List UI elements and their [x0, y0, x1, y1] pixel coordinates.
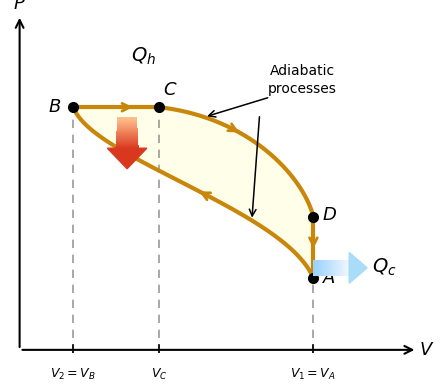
Polygon shape: [117, 126, 137, 127]
Polygon shape: [116, 145, 139, 146]
Text: $B$: $B$: [47, 98, 61, 116]
Polygon shape: [116, 146, 139, 147]
Polygon shape: [321, 260, 322, 276]
Polygon shape: [319, 260, 321, 276]
Polygon shape: [325, 260, 326, 276]
Polygon shape: [117, 121, 137, 122]
Polygon shape: [336, 260, 338, 276]
Polygon shape: [116, 143, 138, 144]
Polygon shape: [116, 140, 138, 141]
Polygon shape: [116, 142, 138, 143]
Polygon shape: [116, 141, 138, 142]
Text: Adiabatic
processes: Adiabatic processes: [268, 64, 337, 96]
Polygon shape: [334, 260, 335, 276]
Polygon shape: [343, 260, 345, 276]
Polygon shape: [338, 260, 339, 276]
Polygon shape: [326, 260, 328, 276]
Polygon shape: [117, 122, 137, 124]
Polygon shape: [117, 133, 138, 134]
Polygon shape: [315, 260, 316, 276]
Polygon shape: [116, 135, 138, 136]
Text: $A$: $A$: [323, 269, 336, 287]
Polygon shape: [107, 148, 147, 169]
Polygon shape: [117, 119, 137, 121]
Polygon shape: [117, 125, 137, 126]
Text: $Q_c$: $Q_c$: [373, 257, 397, 278]
Polygon shape: [116, 144, 139, 145]
Text: $V_C$: $V_C$: [151, 367, 167, 382]
Polygon shape: [341, 260, 342, 276]
Polygon shape: [117, 129, 138, 130]
Polygon shape: [316, 260, 318, 276]
Polygon shape: [346, 260, 348, 276]
Polygon shape: [116, 147, 139, 148]
Text: $V$: $V$: [419, 341, 435, 359]
Polygon shape: [339, 260, 341, 276]
Polygon shape: [117, 132, 138, 133]
Polygon shape: [117, 128, 137, 129]
Polygon shape: [330, 260, 332, 276]
Polygon shape: [329, 260, 330, 276]
Polygon shape: [116, 136, 138, 137]
Polygon shape: [332, 260, 334, 276]
Polygon shape: [117, 131, 138, 132]
Polygon shape: [117, 127, 137, 128]
Polygon shape: [74, 107, 313, 278]
Polygon shape: [322, 260, 323, 276]
Polygon shape: [349, 252, 367, 283]
Text: $Q_h$: $Q_h$: [131, 45, 156, 66]
Polygon shape: [342, 260, 343, 276]
Text: $D$: $D$: [323, 206, 337, 224]
Polygon shape: [328, 260, 329, 276]
Polygon shape: [345, 260, 346, 276]
Polygon shape: [116, 134, 138, 135]
Polygon shape: [117, 130, 138, 131]
Text: $V_1 = V_A$: $V_1 = V_A$: [291, 367, 336, 382]
Polygon shape: [323, 260, 325, 276]
Polygon shape: [313, 260, 315, 276]
Polygon shape: [116, 139, 138, 140]
Text: $V_2 = V_B$: $V_2 = V_B$: [51, 367, 96, 382]
Polygon shape: [318, 260, 319, 276]
Polygon shape: [117, 124, 137, 125]
Polygon shape: [348, 260, 349, 276]
Polygon shape: [116, 138, 138, 139]
Polygon shape: [335, 260, 336, 276]
Polygon shape: [116, 137, 138, 138]
Text: $P$: $P$: [13, 0, 26, 13]
Text: $C$: $C$: [163, 81, 178, 99]
Polygon shape: [117, 118, 137, 119]
